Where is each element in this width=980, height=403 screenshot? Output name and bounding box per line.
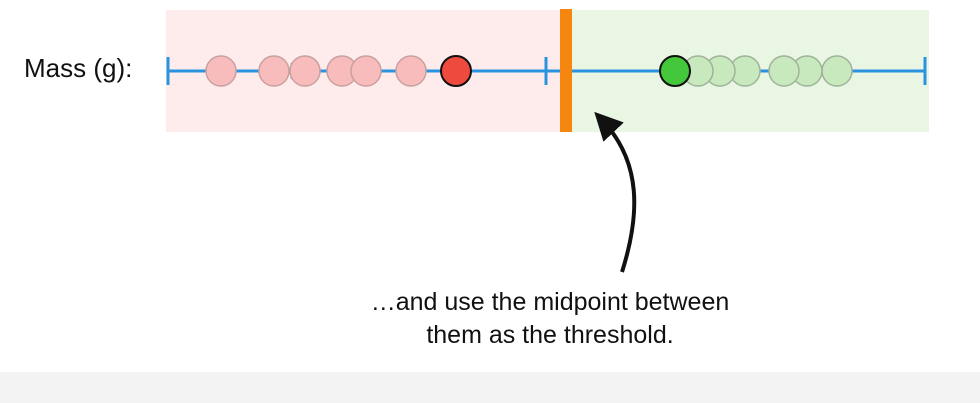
annotation-line-2: them as the threshold. [426, 321, 674, 349]
green-observations [659, 55, 853, 87]
red-observation-faded [395, 55, 427, 87]
green-observation-faded [821, 55, 853, 87]
threshold-bar [560, 9, 572, 132]
red-observation-nearest [440, 55, 472, 87]
red-observation-faded [350, 55, 382, 87]
red-observations [205, 55, 472, 87]
pointer-arrow [594, 111, 637, 273]
red-observation-faded [289, 55, 321, 87]
green-observation-faded [768, 55, 800, 87]
green-observation-nearest [659, 55, 691, 87]
axis-label: Mass (g): [24, 53, 133, 83]
red-observation-faded [258, 55, 290, 87]
annotation-text: …and use the midpoint between them as th… [290, 286, 810, 352]
footer-band [0, 372, 980, 403]
annotation-line-1: …and use the midpoint between [370, 288, 730, 316]
red-observation-faded [205, 55, 237, 87]
threshold-diagram [166, 9, 929, 273]
